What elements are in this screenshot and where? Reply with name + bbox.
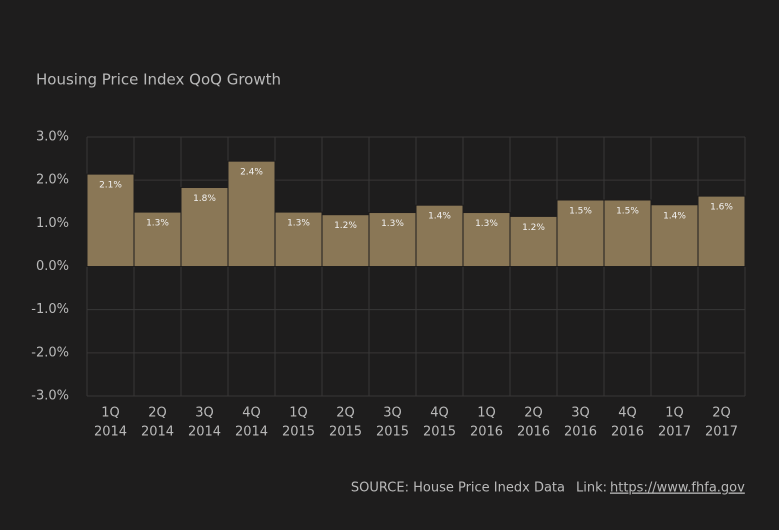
y-tick-label: 0.0% (36, 259, 69, 274)
x-tick-label: 2016 (611, 425, 644, 440)
bar (509, 215, 558, 267)
x-tick-label: 3Q (383, 406, 402, 421)
x-tick-label: 2014 (235, 425, 268, 440)
x-tick-label: 2Q (524, 406, 543, 421)
x-tick-label: 2017 (658, 425, 691, 440)
chart-title: Housing Price Index QoQ Growth (36, 71, 281, 89)
bar (603, 199, 652, 267)
data-label: 1.3% (381, 219, 404, 229)
data-label: 1.3% (146, 219, 169, 229)
bar (133, 211, 182, 267)
bar (697, 195, 746, 267)
x-tick-label: 1Q (101, 406, 120, 421)
x-tick-label: 2014 (188, 425, 221, 440)
x-tick-label: 1Q (477, 406, 496, 421)
bar (650, 204, 699, 267)
data-label: 1.2% (522, 223, 545, 233)
y-tick-label: 3.0% (36, 130, 69, 145)
x-tick-label: 4Q (242, 406, 261, 421)
x-tick-label: 2016 (564, 425, 597, 440)
x-tick-label: 2016 (470, 425, 503, 440)
x-tick-label: 2014 (94, 425, 127, 440)
y-tick-label: 1.0% (36, 216, 69, 231)
y-tick-label: -1.0% (31, 302, 69, 317)
x-tick-label: 2015 (376, 425, 409, 440)
data-label: 1.3% (287, 219, 310, 229)
data-label: 1.6% (710, 203, 733, 213)
y-tick-label: -2.0% (31, 345, 69, 360)
data-label: 1.4% (663, 211, 686, 221)
bar (180, 187, 229, 268)
bar (415, 204, 464, 268)
x-tick-label: 3Q (571, 406, 590, 421)
source: SOURCE: House Price Inedx Data (351, 481, 565, 496)
x-tick-label: 2016 (517, 425, 550, 440)
x-tick-label: 3Q (195, 406, 214, 421)
link-label: Link: (576, 481, 607, 496)
bar (227, 160, 276, 268)
bar (368, 212, 417, 268)
bar (556, 199, 605, 267)
x-tick-label: 1Q (289, 406, 308, 421)
x-tick-label: 2015 (423, 425, 456, 440)
data-label: 1.4% (428, 212, 451, 222)
bar (86, 173, 135, 267)
x-tick-label: 2Q (712, 406, 731, 421)
x-tick-label: 2Q (336, 406, 355, 421)
x-tick-label: 2015 (282, 425, 315, 440)
x-tick-label: 2Q (148, 406, 167, 421)
bar (321, 214, 370, 267)
y-tick-label: 2.0% (36, 173, 69, 188)
y-tick-label: -3.0% (31, 389, 69, 404)
x-tick-label: 2017 (705, 425, 738, 440)
data-label: 1.3% (475, 219, 498, 229)
link[interactable]: https://www.fhfa.gov (610, 481, 745, 496)
x-tick-label: 2014 (141, 425, 174, 440)
data-label: 1.5% (616, 207, 639, 217)
data-label: 2.1% (99, 181, 122, 191)
data-label: 1.2% (334, 221, 357, 231)
data-label: 1.5% (569, 207, 592, 217)
x-tick-label: 2015 (329, 425, 362, 440)
data-label: 1.8% (193, 194, 216, 204)
x-tick-label: 4Q (430, 406, 449, 421)
x-tick-label: 4Q (618, 406, 637, 421)
x-tick-label: 1Q (665, 406, 684, 421)
data-label: 2.4% (240, 168, 263, 178)
